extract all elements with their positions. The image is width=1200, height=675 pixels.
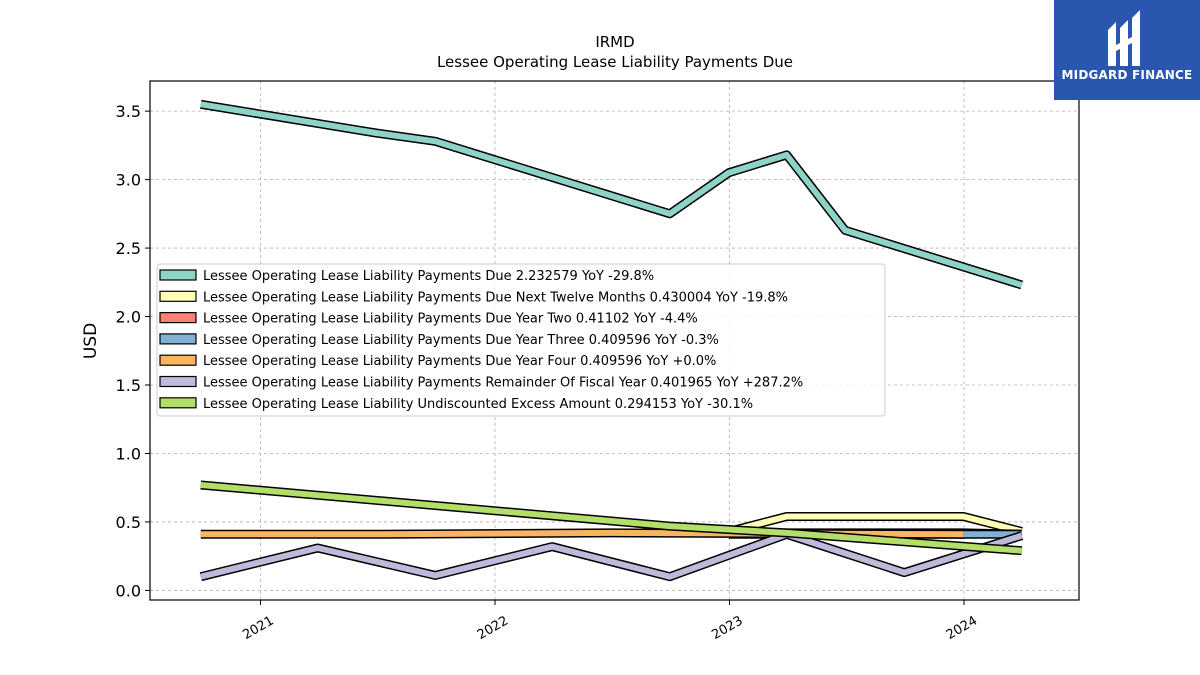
legend-entry-label: Lessee Operating Lease Liability Payment… <box>203 376 803 391</box>
legend-entry-label: Lessee Operating Lease Liability Payment… <box>203 312 698 327</box>
legend-swatch <box>159 290 197 302</box>
brand-name: MIDGARD FINANCE <box>1061 68 1193 82</box>
legend-entry-label: Lessee Operating Lease Liability Payment… <box>203 269 654 284</box>
y-tick-label: 0.0 <box>116 581 141 600</box>
legend-entry-label: Lessee Operating Lease Liability Payment… <box>203 354 716 369</box>
y-tick-label: 1.0 <box>116 444 141 463</box>
series-layer <box>199 99 1024 582</box>
legend: Lessee Operating Lease Liability Payment… <box>156 263 886 417</box>
plot-frame <box>149 80 1080 601</box>
x-tick-label: 2022 <box>475 613 511 643</box>
y-tick-label: 0.5 <box>116 513 141 532</box>
midgard-logo-icon <box>1108 10 1140 66</box>
x-tick-label: 2024 <box>944 613 980 643</box>
chart-subtitle: Lessee Operating Lease Liability Payment… <box>437 53 793 71</box>
series-line-1 <box>728 513 1023 535</box>
x-axis: 2021 2022 2023 2024 <box>240 600 980 643</box>
legend-swatch <box>159 375 197 388</box>
y-tick-label: 3.0 <box>116 171 141 190</box>
y-tick-label: 1.5 <box>116 376 141 395</box>
x-tick-label: 2021 <box>240 613 276 643</box>
series-line-5 <box>200 531 1023 580</box>
y-axis: 0.0 0.5 1.0 1.5 2.0 2.5 3.0 3.5 <box>116 102 150 600</box>
y-axis-label: USD <box>81 323 101 359</box>
x-tick-label: 2023 <box>709 613 745 643</box>
legend-entry-label: Lessee Operating Lease Liability Payment… <box>203 333 719 348</box>
legend-swatch <box>159 333 197 345</box>
y-tick-label: 3.5 <box>116 102 141 121</box>
legend-swatch <box>159 397 197 409</box>
chart-title: IRMD <box>595 33 634 51</box>
series-line-6 <box>200 482 1023 554</box>
legend-swatch <box>159 354 197 366</box>
legend-swatch <box>159 269 197 281</box>
legend-entry-label: Lessee Operating Lease Liability Undisco… <box>203 397 753 412</box>
legend-box <box>156 263 886 417</box>
brand-logo: MIDGARD FINANCE <box>1054 0 1200 100</box>
y-tick-label: 2.5 <box>116 239 141 258</box>
legend-swatch <box>159 312 197 324</box>
legend-entry-label: Lessee Operating Lease Liability Payment… <box>203 290 788 305</box>
y-tick-label: 2.0 <box>116 308 141 327</box>
series-line-0 <box>200 101 1023 288</box>
